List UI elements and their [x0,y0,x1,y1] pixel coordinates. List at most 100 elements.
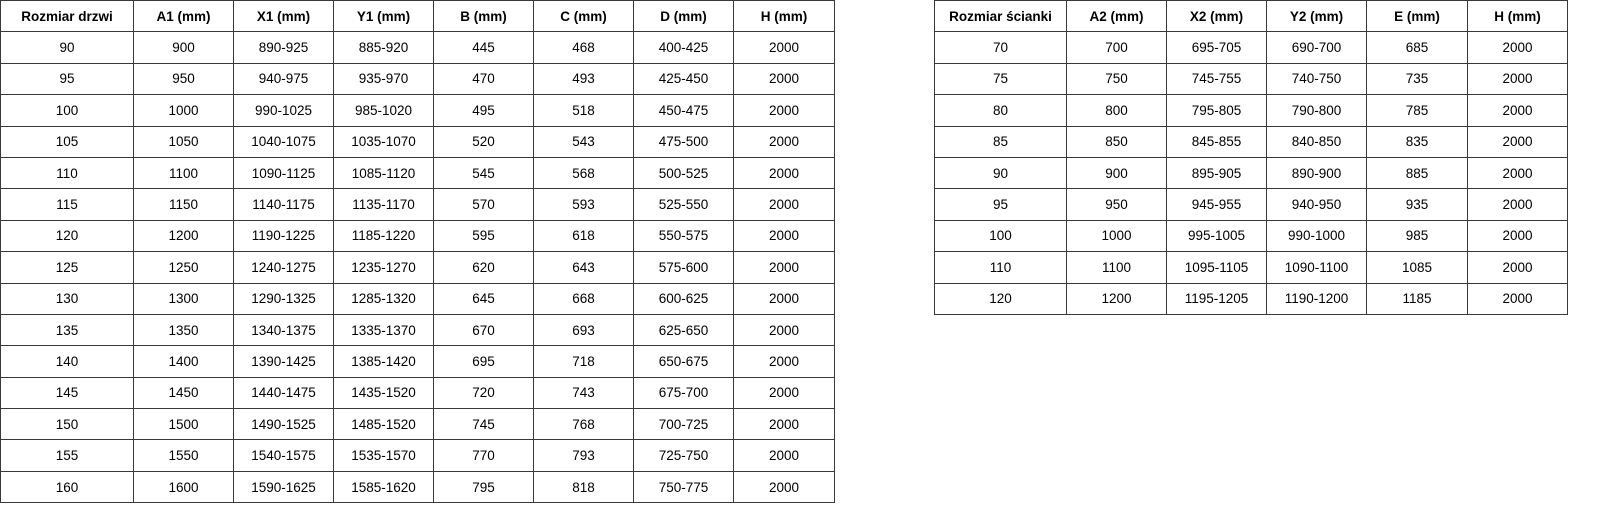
table-cell: 2000 [1467,156,1568,190]
table-cell: 1200 [1066,282,1167,315]
table-cell: 1350 [133,313,234,347]
table-cell: 105 [0,125,134,158]
table-cell: 500-525 [633,156,734,190]
table-cell: 890-925 [233,31,334,64]
table-cell: 1185 [1366,282,1468,315]
table-cell: 2000 [1467,62,1568,96]
table-cell: 1450 [133,376,234,410]
table-cell: 120 [0,219,134,253]
table-cell: 468 [533,31,634,64]
wall-size-table: Rozmiar ścianki A2 (mm) X2 (mm) Y2 (mm) E (m… [934,0,1568,315]
column-header: A2 (mm) [1066,0,1167,33]
table-cell: 100 [934,219,1067,253]
table-row: 115 1150 1140-1175 1135-1170 570 593 525-550 20… [0,188,835,221]
table-cell: 475-500 [633,125,734,158]
table-cell: 718 [533,345,634,378]
table-cell: 835 [1366,125,1468,158]
table-cell: 995-1005 [1166,219,1267,253]
table-cell: 2000 [733,62,835,96]
column-header: Y1 (mm) [333,0,434,33]
table-cell: 1090-1125 [233,156,334,190]
table-cell: 450-475 [633,94,734,127]
table-cell: 2000 [733,345,835,378]
header-row: Rozmiar ścianki A2 (mm) X2 (mm) Y2 (mm) E (m… [934,0,1568,33]
table-cell: 70 [934,31,1067,64]
table-cell: 685 [1366,31,1468,64]
table-cell: 1000 [133,94,234,127]
table-cell: 885 [1366,156,1468,190]
table-cell: 950 [1066,188,1167,221]
table-row: 160 1600 1590-1625 1585-1620 795 818 750-775 20… [0,470,835,504]
table-cell: 790-800 [1266,94,1367,127]
table-cell: 750 [1066,62,1167,96]
table-cell: 625-650 [633,313,734,347]
table-cell: 818 [533,470,634,504]
table-body: 90 900 890-925 885-920 445 468 400-425 2000 95 95… [0,31,835,504]
table-cell: 793 [533,439,634,472]
table-cell: 570 [433,188,534,221]
table-cell: 643 [533,251,634,284]
table-row: 100 1000 990-1025 985-1020 495 518 450-475 2000 [0,94,835,127]
table-cell: 1500 [133,408,234,441]
table-cell: 1150 [133,188,234,221]
table-cell: 1585-1620 [333,470,434,504]
table-cell: 895-905 [1166,156,1267,190]
table-cell: 1540-1575 [233,439,334,472]
table-cell: 845-855 [1166,125,1267,158]
table-cell: 1085 [1366,251,1468,284]
table-cell: 110 [934,251,1067,284]
table-cell: 950 [133,62,234,96]
table-cell: 493 [533,62,634,96]
table-row: 100 1000 995-1005 990-1000 985 2000 [934,219,1568,253]
table-cell: 575-600 [633,251,734,284]
table-cell: 795 [433,470,534,504]
table-row: 70 700 695-705 690-700 685 2000 [934,31,1568,64]
table-cell: 650-675 [633,345,734,378]
table-cell: 740-750 [1266,62,1367,96]
table-cell: 620 [433,251,534,284]
table-cell: 1385-1420 [333,345,434,378]
table-cell: 2000 [733,313,835,347]
table-cell: 720 [433,376,534,410]
table-cell: 618 [533,219,634,253]
table-cell: 900 [133,31,234,64]
table-cell: 425-450 [633,62,734,96]
table-row: 140 1400 1390-1425 1385-1420 695 718 650-675 20… [0,345,835,378]
table-cell: 520 [433,125,534,158]
table-cell: 495 [433,94,534,127]
table-cell: 700 [1066,31,1167,64]
table-cell: 1235-1270 [333,251,434,284]
table-cell: 1100 [1066,251,1167,284]
table-cell: 150 [0,408,134,441]
table-cell: 1050 [133,125,234,158]
table-cell: 1185-1220 [333,219,434,253]
header-row: Rozmiar drzwi A1 (mm) X1 (mm) Y1 (mm) B (mm)… [0,0,835,33]
column-header: A1 (mm) [133,0,234,33]
table-cell: 1285-1320 [333,282,434,315]
table-cell: 2000 [733,470,835,504]
table-cell: 1190-1225 [233,219,334,253]
table-cell: 2000 [733,31,835,64]
table-row: 75 750 745-755 740-750 735 2000 [934,62,1568,96]
table-cell: 795-805 [1166,94,1267,127]
table-cell: 1590-1625 [233,470,334,504]
table-cell: 700-725 [633,408,734,441]
table-cell: 990-1025 [233,94,334,127]
table-cell: 1140-1175 [233,188,334,221]
table-cell: 125 [0,251,134,284]
table-cell: 518 [533,94,634,127]
table-cell: 690-700 [1266,31,1367,64]
column-header: H (mm) [1467,0,1568,33]
table-cell: 1190-1200 [1266,282,1367,315]
table-cell: 85 [934,125,1067,158]
table-cell: 885-920 [333,31,434,64]
table-cell: 2000 [1467,94,1568,127]
table-cell: 2000 [733,251,835,284]
table-body: 70 700 695-705 690-700 685 2000 75 750 745-755 74… [934,31,1568,315]
table-row: 110 1100 1090-1125 1085-1120 545 568 500-525 20… [0,156,835,190]
column-header: Y2 (mm) [1266,0,1367,33]
table-cell: 1335-1370 [333,313,434,347]
table-cell: 985 [1366,219,1468,253]
column-header: B (mm) [433,0,534,33]
table-row: 125 1250 1240-1275 1235-1270 620 643 575-600 20… [0,251,835,284]
